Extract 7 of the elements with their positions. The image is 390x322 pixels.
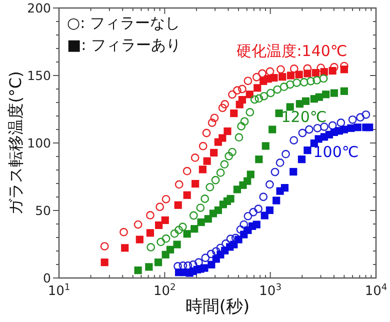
x-axis-title: 時間(秒) (185, 297, 250, 317)
y-axis-title: ガラス転移温度(°C) (6, 71, 25, 215)
annotation: 100℃ (313, 143, 359, 161)
annotation: ■: フィラーあり (67, 36, 181, 54)
annotation: ○: フィラーなし (67, 14, 180, 32)
annotation: 120℃ (281, 108, 327, 126)
annotation: 硬化温度:140℃ (236, 42, 348, 60)
